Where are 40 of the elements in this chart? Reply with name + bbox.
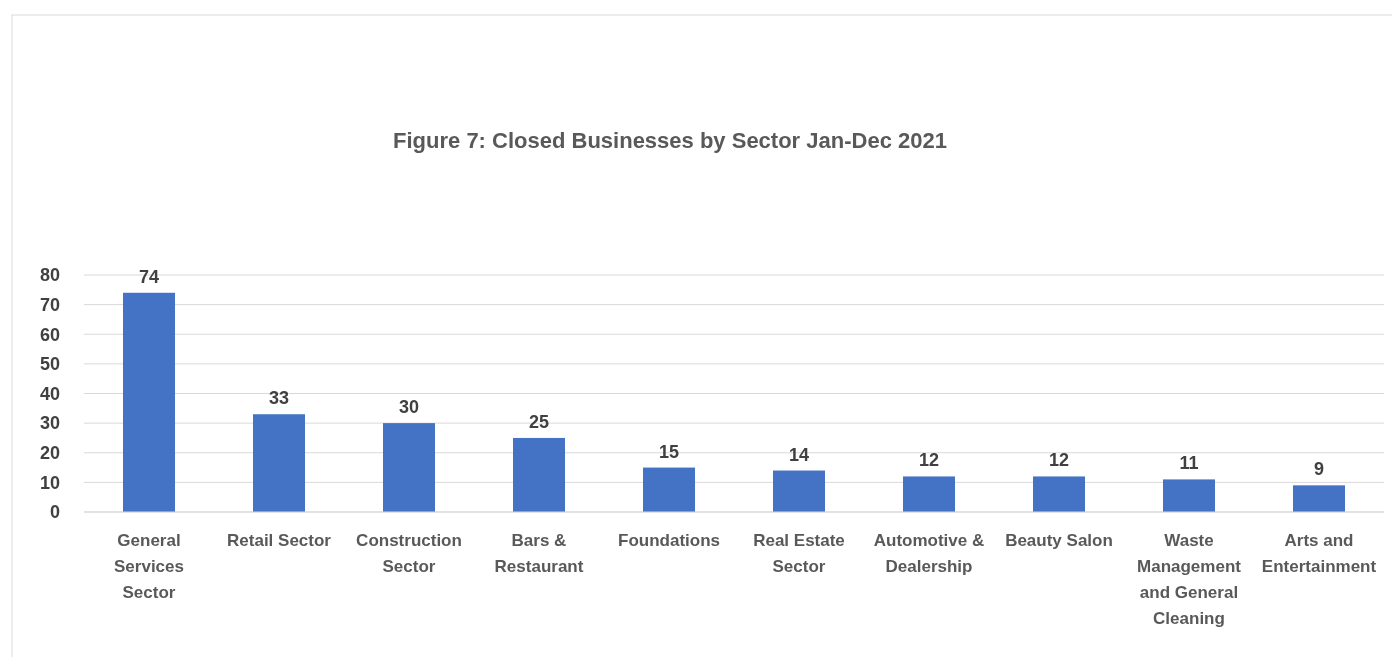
y-tick-label: 20 — [39, 443, 60, 464]
bar — [773, 470, 825, 512]
bar — [643, 467, 695, 512]
y-tick-label: 70 — [39, 294, 60, 315]
x-tick-label: Beauty Salon — [1005, 531, 1113, 550]
data-label: 25 — [528, 411, 550, 432]
data-label: 9 — [1313, 459, 1325, 480]
y-tick-label: 40 — [39, 383, 60, 404]
x-tick-label: Automotive & Dealership — [873, 531, 985, 576]
data-label: 11 — [1179, 453, 1199, 474]
data-label: 30 — [398, 397, 420, 418]
x-tick-label: Retail Sector — [227, 531, 332, 550]
bar — [1293, 485, 1345, 512]
x-tick-label: Real Estate Sector — [753, 531, 845, 576]
bar — [1163, 479, 1215, 512]
data-label: 14 — [788, 444, 810, 465]
y-tick-label: 10 — [39, 472, 60, 493]
data-label: 12 — [918, 450, 940, 471]
y-tick-label: 30 — [39, 413, 60, 434]
x-tick-label: Waste Management and General Cleaning — [1137, 531, 1242, 628]
x-tick-label: Foundations — [618, 531, 720, 550]
bar — [123, 292, 175, 512]
bar — [1033, 476, 1085, 512]
bar — [253, 414, 305, 512]
data-label: 15 — [658, 441, 680, 462]
data-label: 74 — [138, 266, 160, 287]
chart-title: Figure 7: Closed Businesses by Sector Jan-Dec 2021 — [393, 128, 947, 153]
y-tick-label: 0 — [49, 502, 60, 523]
x-tick-label: Bars & Restaurant — [494, 531, 584, 576]
x-tick-label: General Services Sector — [114, 531, 184, 602]
data-label: 33 — [268, 388, 290, 409]
y-tick-label: 80 — [39, 265, 60, 286]
y-tick-label: 60 — [39, 324, 60, 345]
y-tick-label: 50 — [39, 354, 60, 375]
data-label: 12 — [1048, 450, 1070, 471]
bar — [513, 437, 565, 512]
x-tick-label: Arts and Entertainment — [1261, 531, 1377, 576]
bar — [903, 476, 955, 512]
bar — [383, 423, 435, 512]
x-tick-label: Construction Sector — [356, 531, 462, 576]
